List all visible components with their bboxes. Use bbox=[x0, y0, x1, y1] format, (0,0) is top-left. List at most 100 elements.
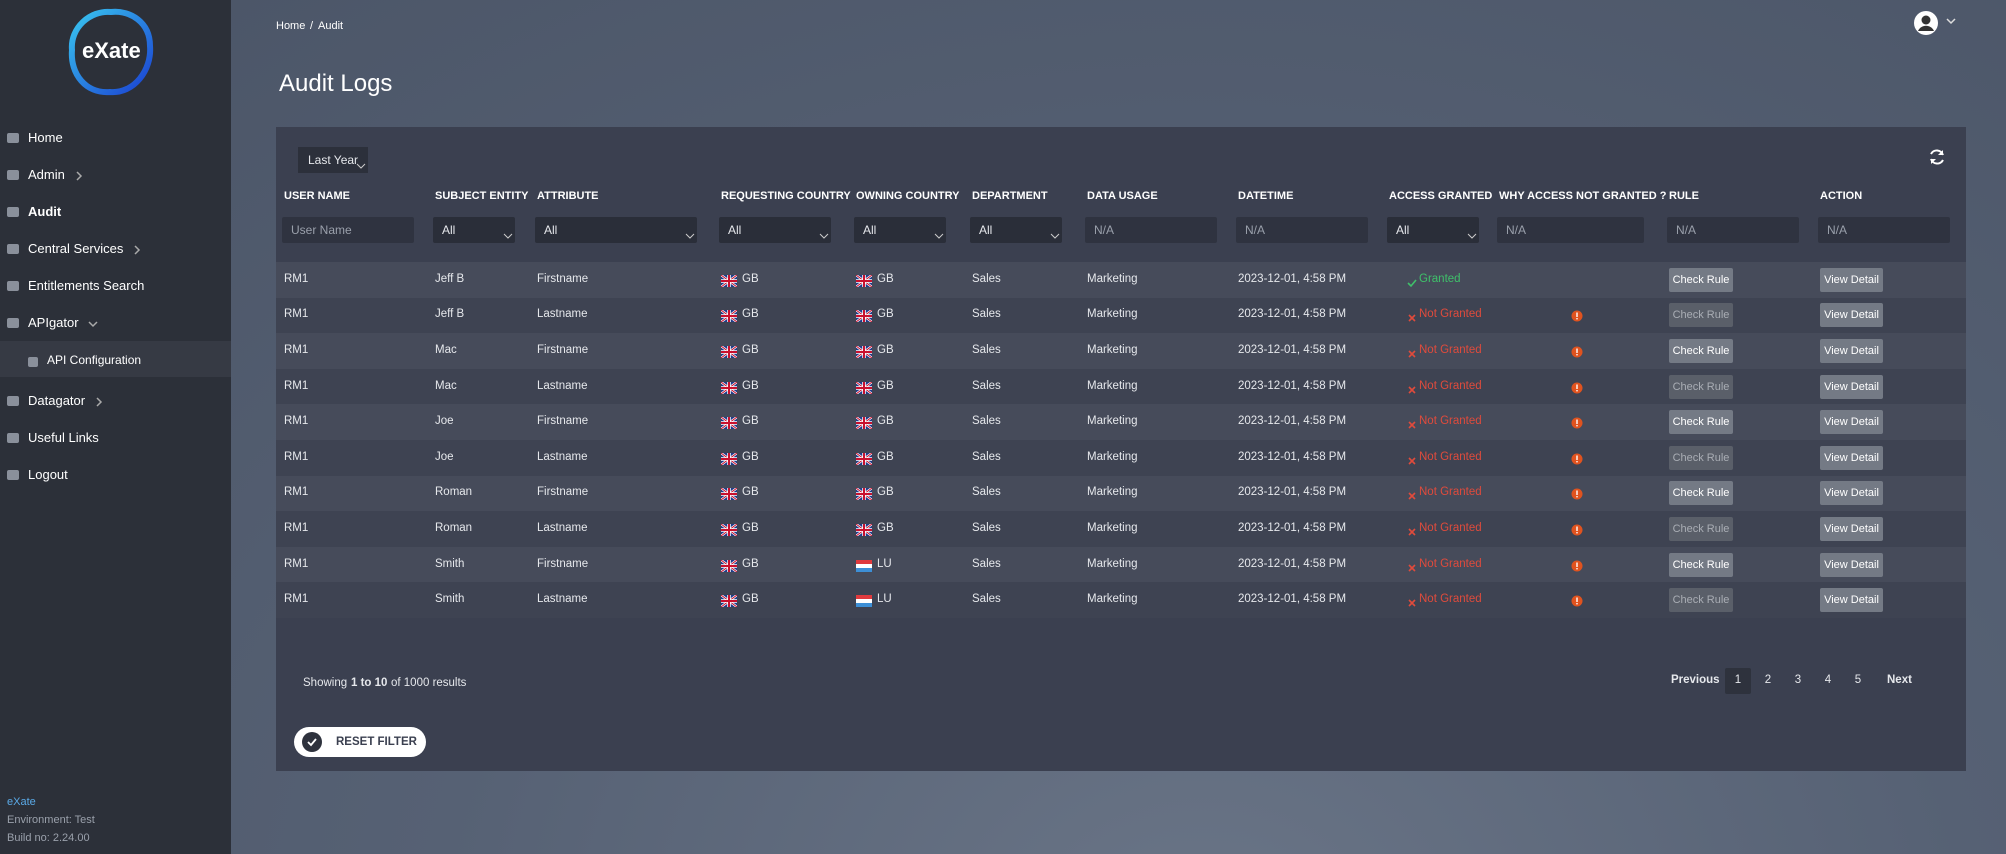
page-number[interactable]: 5 bbox=[1854, 674, 1862, 686]
nav-item[interactable]: Audit bbox=[28, 204, 62, 219]
refresh-button[interactable] bbox=[1928, 148, 1946, 171]
view-detail-button[interactable]: View Detail bbox=[1820, 552, 1883, 577]
view-detail-button[interactable]: View Detail bbox=[1820, 374, 1883, 399]
filter-input[interactable]: N/A bbox=[1667, 217, 1799, 243]
cell-owning: GB bbox=[877, 486, 894, 499]
cell-attribute: Lastname bbox=[537, 379, 588, 392]
filter-select[interactable]: All bbox=[970, 217, 1062, 243]
nav-chevron bbox=[73, 169, 85, 187]
flag bbox=[855, 380, 873, 399]
cell-user: RM1 bbox=[284, 486, 309, 499]
cell-user: RM1 bbox=[284, 344, 309, 356]
why-icon bbox=[1571, 594, 1583, 612]
flag-svg bbox=[855, 380, 873, 395]
cell-datetime: 2023-12-01, 4:58 PM bbox=[1238, 522, 1347, 534]
check-rule-button[interactable]: Check Rule bbox=[1669, 410, 1733, 435]
page-number[interactable]: 3 bbox=[1794, 674, 1802, 686]
access-icon-svg bbox=[1408, 492, 1416, 500]
check-rule-button[interactable]: Check Rule bbox=[1669, 517, 1733, 541]
flag bbox=[855, 487, 873, 505]
filter-input[interactable]: N/A bbox=[1497, 217, 1644, 243]
page-number[interactable]: 2 bbox=[1764, 674, 1772, 686]
filter-chevron bbox=[934, 227, 944, 245]
nav-item[interactable]: Logout bbox=[28, 467, 68, 482]
access-icon-svg bbox=[1408, 386, 1416, 394]
filter-select[interactable]: All bbox=[433, 217, 515, 243]
flag bbox=[855, 273, 873, 292]
nav-item[interactable]: Central Services bbox=[28, 241, 124, 256]
view-detail-button[interactable]: View Detail bbox=[1820, 267, 1883, 292]
view-detail-button[interactable]: View Detail bbox=[1820, 410, 1883, 435]
page-title: Audit Logs bbox=[279, 70, 393, 97]
check-rule-button[interactable]: Check Rule bbox=[1669, 445, 1733, 470]
page-number[interactable]: 1 bbox=[1734, 674, 1742, 686]
check-rule-button[interactable]: Check Rule bbox=[1669, 481, 1733, 506]
page-number[interactable]: 4 bbox=[1824, 674, 1832, 686]
cell-department: Sales bbox=[972, 379, 1001, 392]
access-icon bbox=[1407, 275, 1417, 293]
submenu-item[interactable]: API Configuration bbox=[47, 353, 142, 367]
breadcrumb-item[interactable]: Home bbox=[276, 20, 306, 32]
cell-access: Not Granted bbox=[1419, 557, 1482, 570]
nav-item[interactable]: Admin bbox=[28, 167, 65, 182]
why-icon bbox=[1571, 416, 1583, 434]
access-icon bbox=[1407, 310, 1417, 328]
check-rule-button[interactable]: Check Rule bbox=[1669, 339, 1733, 363]
check-rule-button[interactable]: Check Rule bbox=[1669, 303, 1733, 328]
flag bbox=[720, 451, 738, 470]
column-header: ACCESS GRANTED bbox=[1389, 190, 1493, 202]
nav-icon bbox=[6, 468, 22, 487]
view-detail-button[interactable]: View Detail bbox=[1820, 481, 1883, 506]
flag bbox=[856, 559, 872, 577]
flag bbox=[855, 451, 873, 470]
cell-department: Sales bbox=[972, 522, 1001, 534]
nav-item[interactable]: Datagator bbox=[28, 393, 86, 408]
flag-svg bbox=[855, 451, 873, 466]
check-rule-button[interactable]: Check Rule bbox=[1669, 267, 1733, 292]
flag bbox=[855, 309, 873, 327]
filter-select[interactable]: All bbox=[535, 217, 697, 243]
flag bbox=[855, 345, 873, 363]
cell-user: RM1 bbox=[284, 450, 309, 463]
check-rule-button[interactable]: Check Rule bbox=[1669, 374, 1733, 399]
cell-access: Not Granted bbox=[1419, 593, 1482, 606]
filter-select[interactable]: All bbox=[1387, 217, 1479, 243]
cell-usage: Marketing bbox=[1087, 272, 1138, 285]
column-header: WHY ACCESS NOT GRANTED ? bbox=[1499, 190, 1667, 202]
nav-item[interactable]: Useful Links bbox=[28, 430, 99, 445]
view-detail-button[interactable]: View Detail bbox=[1820, 588, 1883, 613]
pagination-next[interactable]: Next bbox=[1887, 674, 1912, 686]
filter-input[interactable]: N/A bbox=[1236, 217, 1368, 243]
flag-svg bbox=[855, 273, 873, 288]
period-select[interactable]: Last Year bbox=[298, 147, 368, 173]
pagination-previous[interactable]: Previous bbox=[1671, 674, 1720, 686]
check-rule-button[interactable]: Check Rule bbox=[1669, 588, 1733, 613]
column-header: SUBJECT ENTITY bbox=[435, 190, 529, 202]
nav-item[interactable]: Home bbox=[28, 130, 63, 145]
filter-input[interactable]: N/A bbox=[1818, 217, 1950, 243]
nav-item[interactable]: Entitlements Search bbox=[28, 278, 145, 293]
flag bbox=[720, 558, 738, 577]
cell-owning: GB bbox=[877, 308, 894, 321]
cell-attribute: Lastname bbox=[537, 450, 588, 463]
nav-item[interactable]: APIgator bbox=[28, 315, 79, 330]
column-header: DATA USAGE bbox=[1087, 190, 1158, 202]
filter-chevron bbox=[1050, 227, 1060, 245]
nav-icon-svg bbox=[7, 281, 19, 291]
cell-owning: GB bbox=[877, 450, 894, 463]
view-detail-button[interactable]: View Detail bbox=[1820, 445, 1883, 470]
filter-input[interactable]: N/A bbox=[1085, 217, 1217, 243]
showing-prefix: Showing bbox=[303, 677, 348, 689]
view-detail-button[interactable]: View Detail bbox=[1820, 303, 1883, 328]
nav-icon bbox=[6, 316, 22, 335]
why-icon-svg bbox=[1571, 453, 1583, 465]
nav-icon bbox=[6, 394, 22, 413]
view-detail-button[interactable]: View Detail bbox=[1820, 517, 1883, 541]
check-rule-button[interactable]: Check Rule bbox=[1669, 552, 1733, 577]
cell-user: RM1 bbox=[284, 308, 309, 321]
logo-text: eXate bbox=[82, 38, 141, 63]
filter-input[interactable]: User Name bbox=[282, 217, 414, 243]
filter-select[interactable]: All bbox=[719, 217, 831, 243]
filter-select[interactable]: All bbox=[854, 217, 946, 243]
view-detail-button[interactable]: View Detail bbox=[1820, 339, 1883, 363]
